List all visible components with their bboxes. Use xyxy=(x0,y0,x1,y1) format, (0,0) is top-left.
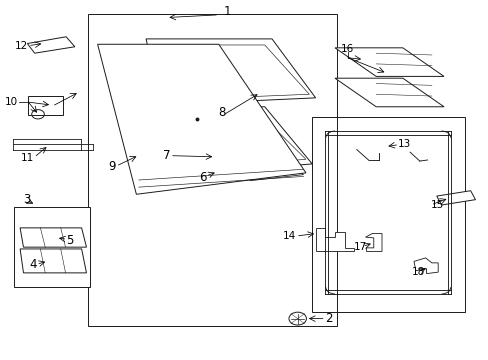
Text: 8: 8 xyxy=(218,105,225,119)
Text: 2: 2 xyxy=(325,312,332,325)
Text: 3: 3 xyxy=(22,193,30,206)
Text: 18: 18 xyxy=(411,267,425,277)
Polygon shape xyxy=(20,249,86,273)
Polygon shape xyxy=(27,37,75,53)
Text: 6: 6 xyxy=(199,171,206,184)
Text: 9: 9 xyxy=(108,160,115,173)
Text: 5: 5 xyxy=(66,234,74,247)
Text: 1: 1 xyxy=(223,5,231,18)
Text: 15: 15 xyxy=(429,200,443,210)
Text: 13: 13 xyxy=(397,139,410,149)
Text: 4: 4 xyxy=(29,258,37,271)
Text: 16: 16 xyxy=(340,44,353,54)
Polygon shape xyxy=(334,48,443,76)
Bar xyxy=(312,117,464,312)
Polygon shape xyxy=(436,191,474,205)
Polygon shape xyxy=(315,228,354,251)
Text: 11: 11 xyxy=(20,153,34,163)
Text: 7: 7 xyxy=(163,149,170,162)
Text: 17: 17 xyxy=(353,242,366,252)
Bar xyxy=(28,96,63,114)
Bar xyxy=(88,14,337,327)
Text: 12: 12 xyxy=(15,41,28,51)
Bar xyxy=(14,207,90,287)
Polygon shape xyxy=(334,78,443,107)
Polygon shape xyxy=(365,234,381,251)
Polygon shape xyxy=(413,258,437,274)
Polygon shape xyxy=(136,107,312,176)
Polygon shape xyxy=(98,44,305,194)
Polygon shape xyxy=(146,39,315,105)
Polygon shape xyxy=(20,228,86,247)
Text: 14: 14 xyxy=(282,231,295,242)
Text: 10: 10 xyxy=(4,97,18,107)
